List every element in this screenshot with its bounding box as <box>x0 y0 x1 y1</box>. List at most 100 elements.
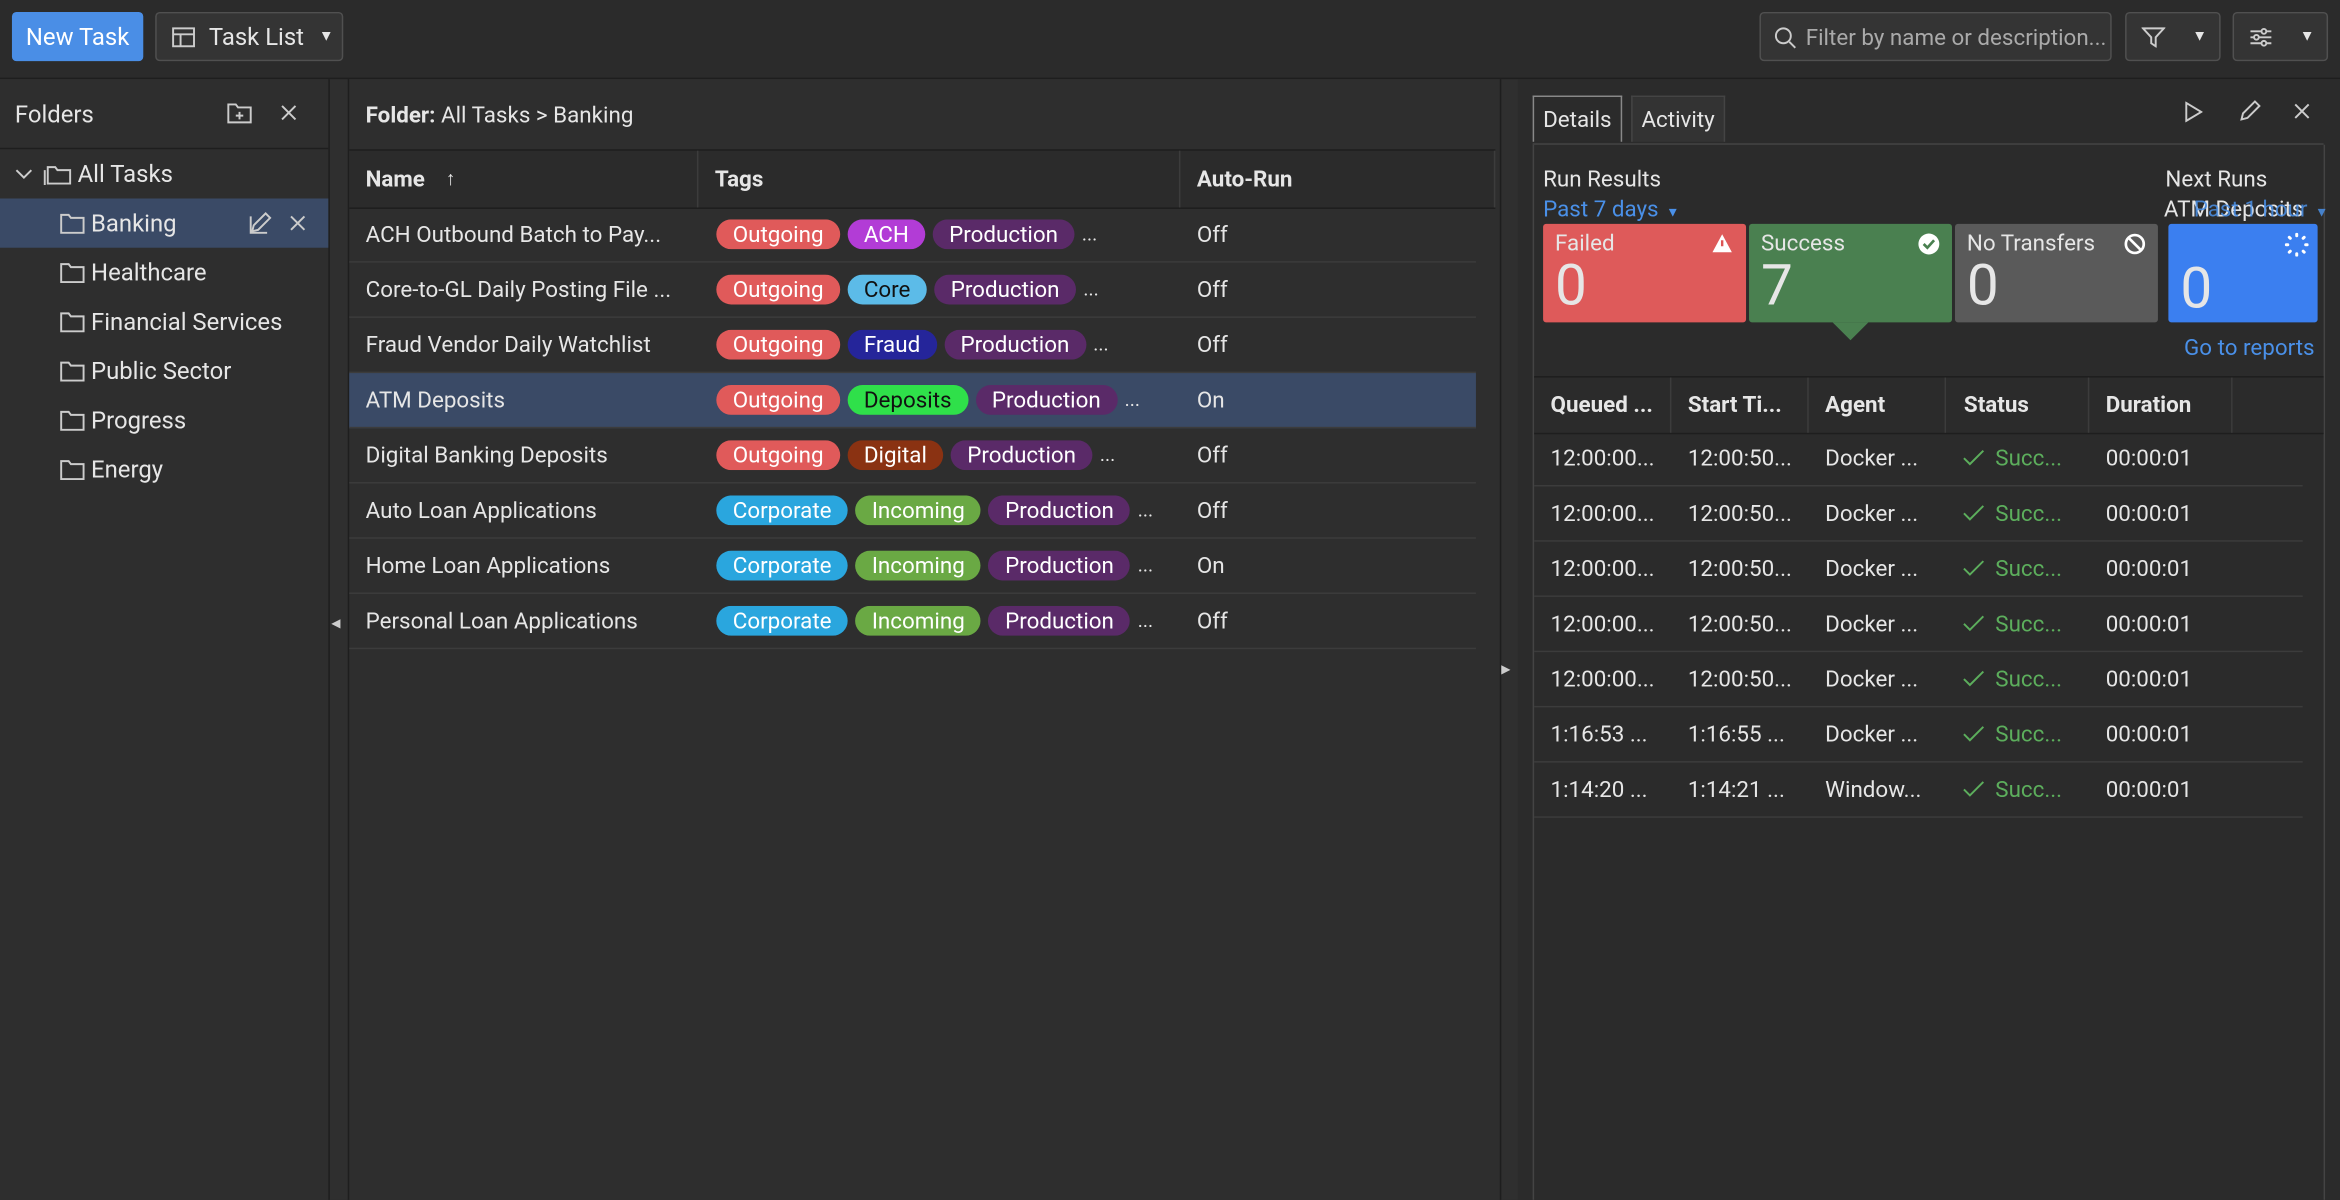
task-row[interactable]: Fraud Vendor Daily Watchlist Outgoing Frau… <box>349 318 1476 374</box>
success-icon <box>1963 615 1985 632</box>
tab[interactable]: Details <box>1532 95 1623 142</box>
search-box[interactable]: Filter by name or description... <box>1759 11 2112 62</box>
tag[interactable]: Production <box>988 495 1131 526</box>
next-runs-card[interactable]: 0 <box>2168 223 2318 323</box>
collapse-handle[interactable]: ▶ <box>1501 662 1511 677</box>
task-row[interactable]: ACH Outbound Batch to Pay... Outgoing ACH P… <box>349 207 1476 263</box>
run-row[interactable]: 12:00:00... 12:00:50... Docker ... Succ... 0… <box>1534 431 2303 487</box>
column-header[interactable]: Status <box>1946 377 2090 433</box>
folder-icon <box>60 312 85 333</box>
run-value: 12:00:50... <box>1687 499 1792 527</box>
task-row[interactable]: Personal Loan Applications Corporate Incom… <box>349 594 1476 650</box>
range-selector[interactable]: Past 7 days ▼ <box>1543 195 1680 223</box>
column-header[interactable]: Queued ... <box>1534 377 1672 433</box>
add-folder-button[interactable] <box>227 101 252 124</box>
folder-item[interactable]: Progress <box>0 395 328 444</box>
reports-link[interactable]: Go to reports <box>2184 334 2315 362</box>
column-header[interactable]: Name ↑ <box>349 150 699 208</box>
folder-item[interactable]: Financial Services <box>0 297 328 346</box>
tag[interactable]: Incoming <box>855 550 982 581</box>
tag[interactable]: Core <box>847 274 927 305</box>
tags: Outgoing Fraud Production... <box>698 329 1180 360</box>
tag[interactable]: Fraud <box>847 329 937 360</box>
column-header[interactable]: Tags <box>698 150 1181 208</box>
settings-button[interactable]: ▼ <box>2232 11 2329 62</box>
tag[interactable]: Production <box>975 385 1118 415</box>
run-row[interactable]: 12:00:00... 12:00:50... Docker ... Succ... 0… <box>1534 487 2303 542</box>
new-task-button[interactable]: New Task <box>11 11 144 62</box>
folder-name: Healthcare <box>91 258 207 287</box>
column-header[interactable]: Auto-Run <box>1180 150 1496 208</box>
task-row[interactable]: Home Loan Applications Corporate Incoming P… <box>349 539 1476 594</box>
result-card[interactable]: Failed 0 <box>1543 223 1747 323</box>
run-row[interactable]: 12:00:00... 12:00:50... Docker ... Succ... 0… <box>1534 542 2303 597</box>
card-value: 0 <box>1966 253 1999 320</box>
task-row[interactable]: Core-to-GL Daily Posting File ... Outgoin… <box>349 263 1476 318</box>
tag-overflow: ... <box>1081 223 1098 246</box>
run-cell: Docker ... <box>1809 555 1946 582</box>
tag[interactable]: Deposits <box>847 385 969 415</box>
folder-name: Energy <box>91 455 164 484</box>
run-cell: Succ... <box>1946 610 2089 637</box>
view-switcher[interactable]: Task List ▼ <box>155 11 344 62</box>
folder-item[interactable]: Healthcare <box>0 248 328 297</box>
tag[interactable]: Production <box>932 219 1075 250</box>
next-runs-range[interactable]: Past 1 hour ▼ <box>2193 195 2329 223</box>
run-button[interactable] <box>2185 101 2203 123</box>
tab[interactable]: Activity <box>1630 95 1726 142</box>
task-row[interactable]: ATM Deposits Outgoing Deposits Production..… <box>349 373 1476 429</box>
column-header[interactable]: Agent <box>1809 377 1947 433</box>
tag-overflow: ... <box>1083 278 1099 301</box>
tag[interactable]: Outgoing <box>716 274 840 305</box>
tags: Corporate Incoming Production... <box>698 550 1180 581</box>
tag[interactable]: ACH <box>847 219 926 250</box>
task-row[interactable]: Auto Loan Applications Corporate Incoming P… <box>349 484 1476 539</box>
folder-item[interactable]: Banking <box>0 198 329 248</box>
run-value: 00:00:01 <box>2105 720 2193 748</box>
folder-icon <box>60 361 85 382</box>
tag[interactable]: Production <box>944 329 1086 360</box>
tag[interactable]: Incoming <box>855 495 982 526</box>
run-row[interactable]: 12:00:00... 12:00:50... Docker ... Succ... 0… <box>1534 652 2303 708</box>
tag[interactable]: Production <box>988 550 1131 581</box>
auto-run: Off <box>1196 220 1228 248</box>
close-button[interactable] <box>2294 103 2310 119</box>
result-card[interactable]: Success 7 <box>1749 223 1952 341</box>
tag[interactable]: Corporate <box>716 550 848 581</box>
tag[interactable]: Corporate <box>716 605 848 636</box>
tag[interactable]: Outgoing <box>716 385 840 415</box>
breadcrumb: Folder: All Tasks > Banking <box>366 101 634 128</box>
run-value: 00:00:01 <box>2105 610 2193 638</box>
tag[interactable]: Outgoing <box>716 219 840 250</box>
column-header[interactable]: Duration <box>2089 377 2233 433</box>
tag[interactable]: Outgoing <box>716 329 840 360</box>
tag[interactable]: Production <box>988 605 1131 636</box>
edit-button <box>249 212 272 234</box>
tag[interactable]: Production <box>934 274 1076 305</box>
filter-button[interactable]: ▼ <box>2125 11 2221 62</box>
run-row[interactable]: 12:00:00... 12:00:50... Docker ... Succ... 0… <box>1534 597 2303 653</box>
tag[interactable]: Corporate <box>716 495 848 526</box>
folder-item[interactable]: All Tasks <box>0 149 328 198</box>
run-value: 00:00:01 <box>2105 555 2193 583</box>
next-runs-task: ATM Deposits <box>2163 195 2304 223</box>
folder-item[interactable]: Public Sector <box>0 346 328 395</box>
run-row[interactable]: 1:16:53 ... 1:16:55 ... Docker ... Succ... 0… <box>1534 707 2303 763</box>
result-card[interactable]: No Transfers 0 <box>1954 223 2158 323</box>
folder-icon <box>60 410 85 431</box>
collapse-handle[interactable]: ◀ <box>331 616 341 630</box>
edit-button[interactable] <box>2239 100 2261 122</box>
tag[interactable]: Outgoing <box>716 440 840 471</box>
task-row[interactable]: Digital Banking Deposits Outgoing Digital P… <box>349 428 1476 484</box>
tag[interactable]: Digital <box>847 440 944 471</box>
column-header[interactable]: Start Ti... <box>1671 377 1809 433</box>
run-row[interactable]: 1:14:20 ... 1:14:21 ... Window... Succ... 00… <box>1534 763 2303 818</box>
run-cell: 12:00:00... <box>1534 610 1671 637</box>
run-cell: 00:00:01 <box>2089 721 2232 748</box>
tag[interactable]: Production <box>950 440 1093 471</box>
close-button[interactable] <box>281 104 297 121</box>
run-cell: 00:00:01 <box>2089 776 2232 803</box>
tag[interactable]: Incoming <box>855 605 982 636</box>
card-label: Success <box>1760 229 1846 257</box>
folder-item[interactable]: Energy <box>0 445 328 494</box>
